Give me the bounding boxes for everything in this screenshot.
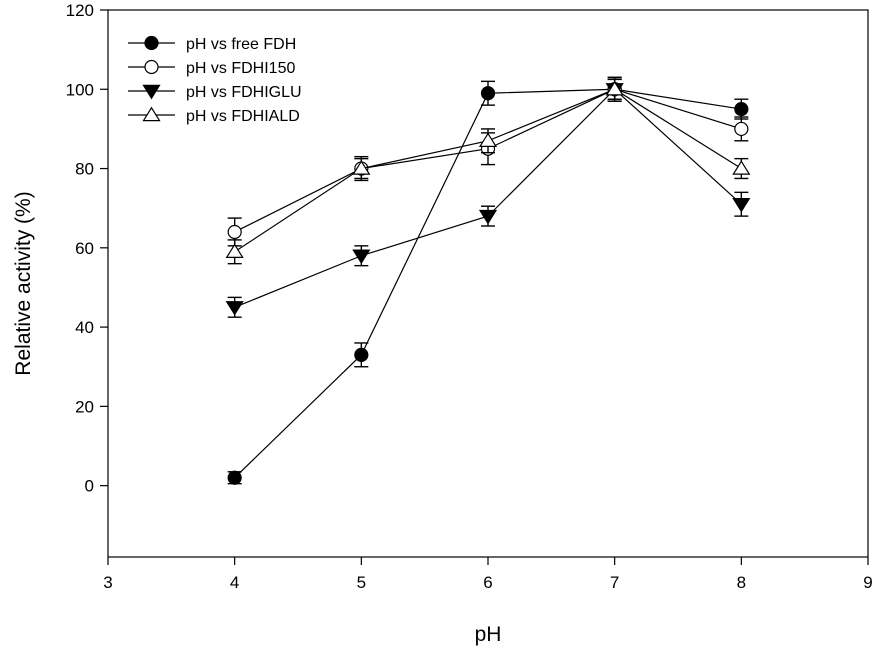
- series-3: [225, 78, 751, 318]
- y-tick-label: 100: [66, 80, 94, 99]
- y-tick-label: 80: [75, 160, 94, 179]
- data-point: [225, 301, 244, 316]
- series-4: [225, 76, 751, 265]
- data-point: [352, 249, 371, 265]
- series-layer: [225, 76, 751, 485]
- data-point: [478, 132, 498, 148]
- y-tick-label: 20: [75, 397, 94, 416]
- legend: pH vs free FDH pH vs FDHI150 pH vs FDHIGLU…: [128, 35, 302, 125]
- x-axis-label: pH: [475, 623, 502, 646]
- y-tick-label: 40: [75, 318, 94, 337]
- legend-label: pH vs FDHI150: [186, 60, 295, 77]
- y-axis-ticks: 0 20 40 60 80 100 120: [66, 1, 108, 496]
- data-point: [225, 243, 244, 258]
- data-point: [354, 347, 369, 362]
- x-tick-label: 7: [610, 573, 619, 592]
- y-tick-label: 120: [66, 1, 94, 20]
- data-point: [732, 198, 751, 213]
- x-tick-label: 8: [737, 573, 746, 592]
- legend-item: pH vs FDHI150: [128, 59, 295, 77]
- legend-marker: [144, 59, 159, 75]
- x-tick-label: 6: [483, 573, 492, 592]
- legend-marker: [142, 84, 161, 100]
- legend-item: pH vs FDHIGLU: [128, 84, 302, 101]
- legend-marker: [142, 106, 161, 122]
- x-tick-label: 4: [230, 573, 239, 592]
- y-axis-label: Relative activity (%): [12, 191, 35, 375]
- series-line: [234, 88, 742, 253]
- y-tick-label: 60: [75, 239, 94, 258]
- legend-label: pH vs free FDH: [186, 36, 296, 53]
- series-line: [234, 88, 742, 308]
- data-point: [734, 121, 749, 137]
- x-tick-label: 5: [357, 573, 366, 592]
- data-point: [478, 209, 498, 225]
- x-axis-ticks: 3 4 5 6 7 8 9: [103, 557, 873, 592]
- legend-item: pH vs FDHIALD: [128, 106, 300, 125]
- data-point: [480, 86, 496, 101]
- legend-label: pH vs FDHIALD: [186, 108, 300, 125]
- data-point: [227, 470, 242, 485]
- data-point: [227, 224, 242, 240]
- data-point: [734, 101, 749, 117]
- data-point: [605, 80, 624, 96]
- x-tick-label: 3: [103, 573, 112, 592]
- y-tick-label: 0: [85, 477, 94, 496]
- legend-marker: [144, 35, 159, 51]
- data-point: [352, 160, 371, 175]
- x-tick-label: 9: [863, 573, 872, 592]
- data-point: [732, 160, 751, 175]
- legend-label: pH vs FDHIGLU: [186, 84, 302, 101]
- legend-item: pH vs free FDH: [128, 35, 296, 53]
